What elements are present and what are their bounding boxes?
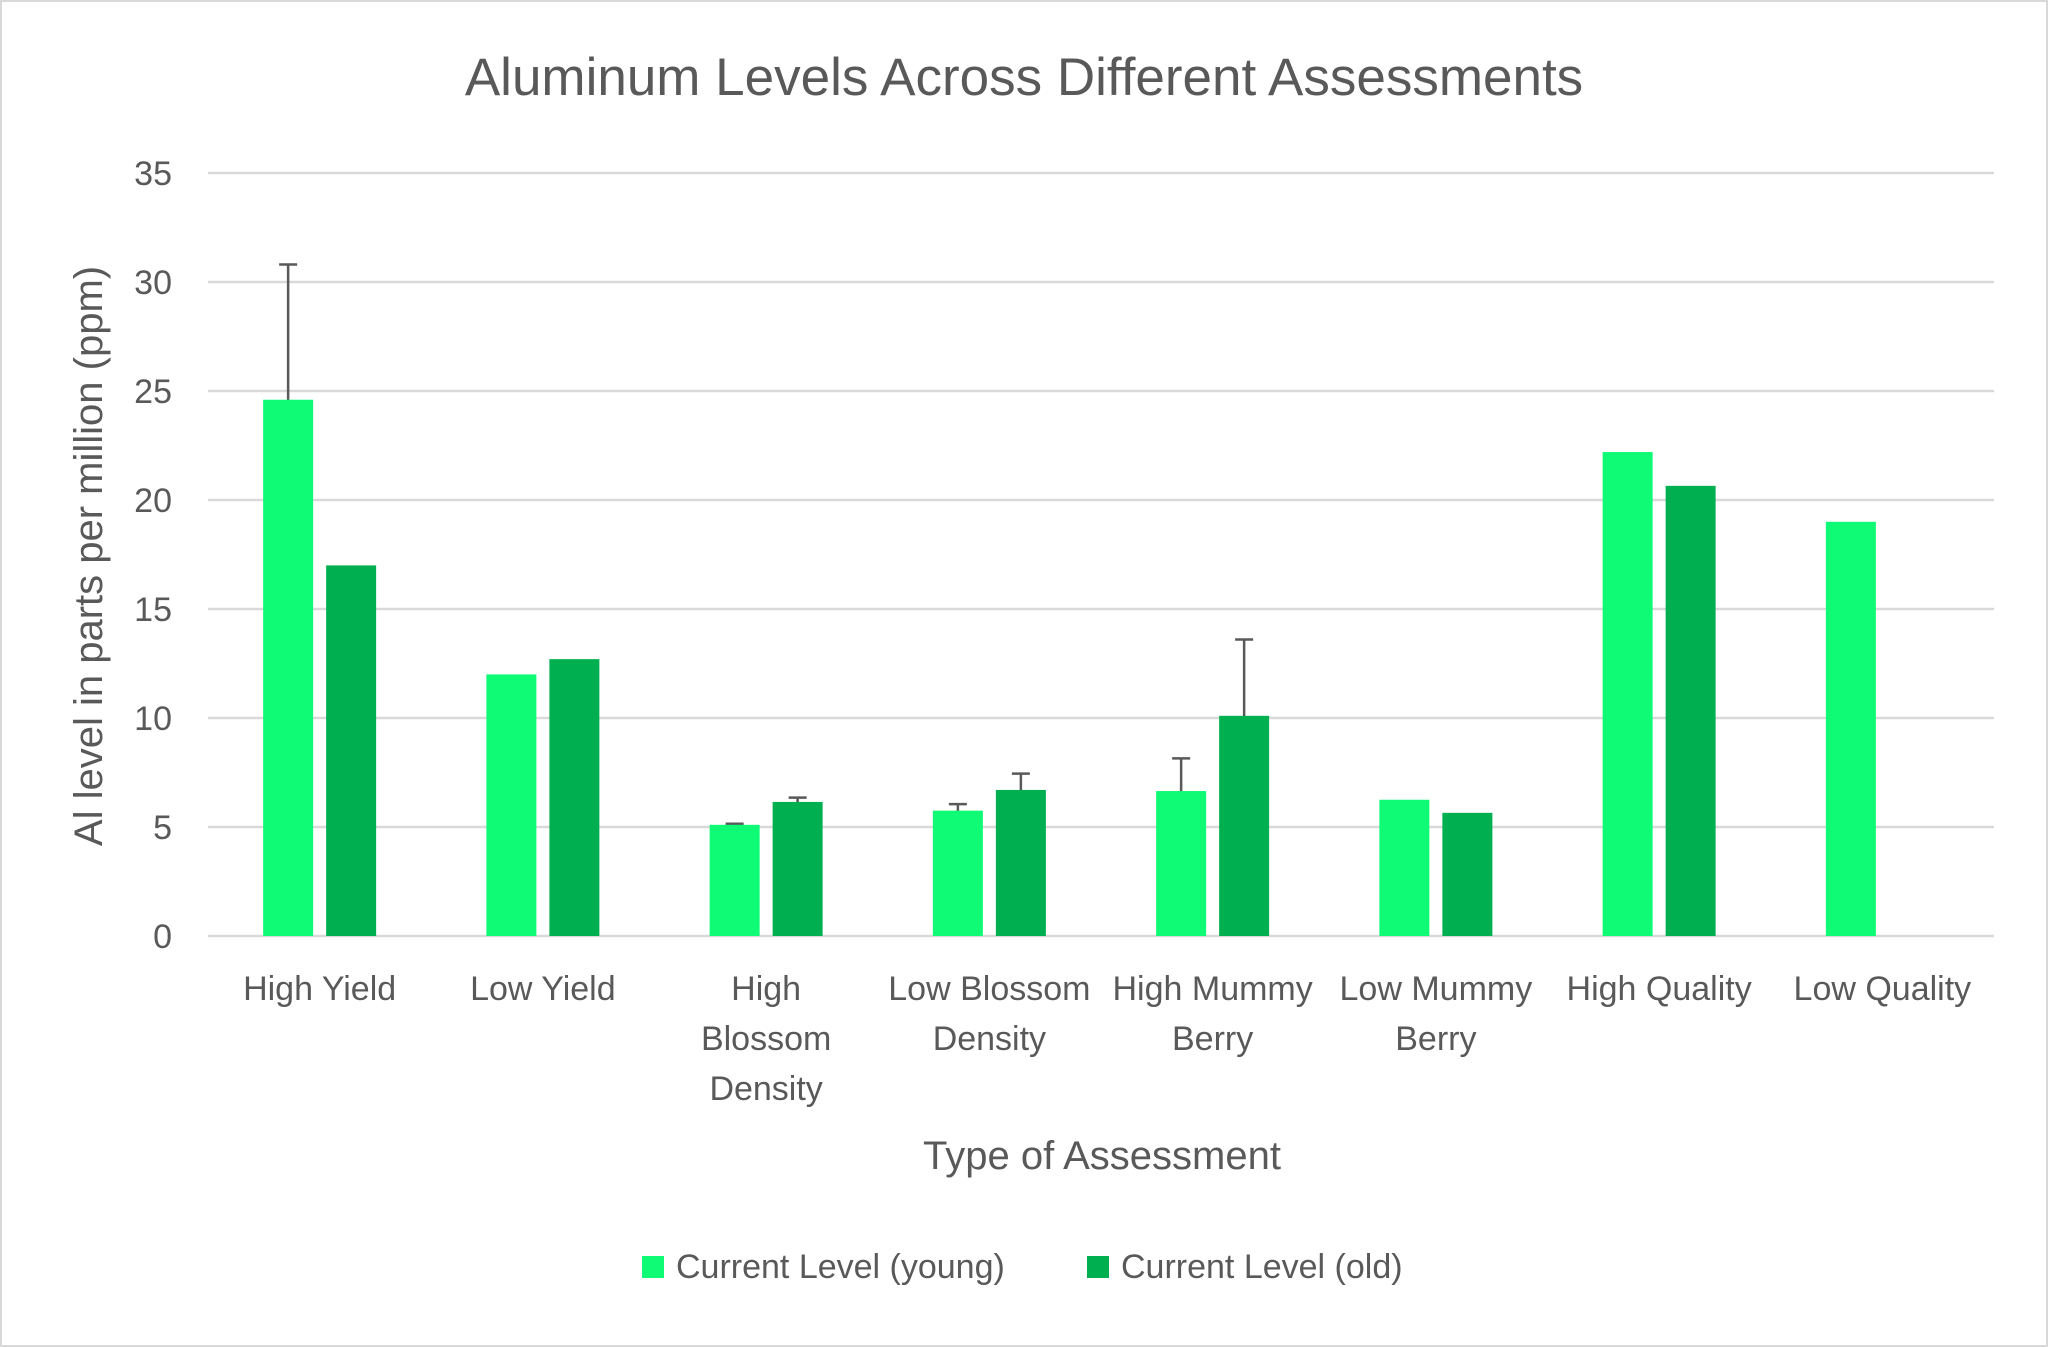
y-tick-label: 5 bbox=[153, 809, 172, 847]
x-tick-label: Low Mummy Berry bbox=[1340, 970, 1533, 1058]
y-axis-label: Al level in parts per million (ppm) bbox=[67, 266, 111, 846]
bar-young-1 bbox=[486, 674, 537, 936]
x-tick-label: Low Yield bbox=[470, 970, 616, 1008]
legend: Current Level (young) Current Level (old) bbox=[642, 1248, 1403, 1286]
y-tick-label: 30 bbox=[134, 264, 172, 302]
legend-item-young: Current Level (young) bbox=[642, 1248, 1005, 1286]
x-tick-label: High Blossom Density bbox=[701, 970, 831, 1108]
bar-old-4 bbox=[1219, 715, 1270, 936]
bar-old-5 bbox=[1442, 812, 1493, 936]
legend-label: Current Level (old) bbox=[1121, 1248, 1403, 1286]
bar-young-0 bbox=[263, 399, 314, 937]
chart-title: Aluminum Levels Across Different Assessm… bbox=[465, 48, 1583, 107]
error-bars bbox=[279, 263, 1254, 828]
bar-old-0 bbox=[326, 565, 377, 936]
x-axis-label: Type of Assessment bbox=[923, 1134, 1281, 1178]
legend-label: Current Level (young) bbox=[676, 1248, 1005, 1286]
bar-old-2 bbox=[772, 801, 823, 936]
y-tick-label: 35 bbox=[134, 155, 172, 193]
bars bbox=[263, 399, 1876, 937]
x-tick-label: High Mummy Berry bbox=[1113, 970, 1313, 1058]
x-tick-label: Low Quality bbox=[1794, 970, 1972, 1008]
y-tick-labels: 0 5 10 15 20 25 30 35 bbox=[134, 155, 172, 956]
y-tick-label: 25 bbox=[134, 373, 172, 411]
bar-young-6 bbox=[1602, 452, 1653, 936]
bar-old-6 bbox=[1665, 485, 1716, 936]
legend-swatch bbox=[642, 1256, 664, 1278]
x-tick-label: Low Blossom Density bbox=[888, 970, 1090, 1058]
gridlines bbox=[208, 171, 1994, 938]
bar-young-5 bbox=[1379, 799, 1430, 936]
legend-swatch bbox=[1087, 1256, 1109, 1278]
legend-item-old: Current Level (old) bbox=[1087, 1248, 1403, 1286]
x-tick-labels: High Yield Low Yield High Blossom Density Low… bbox=[243, 970, 1971, 1108]
bar-old-1 bbox=[549, 659, 600, 936]
bar-young-7 bbox=[1825, 521, 1876, 936]
bar-young-2 bbox=[709, 824, 760, 936]
y-tick-label: 15 bbox=[134, 591, 172, 629]
x-tick-label: High Quality bbox=[1567, 970, 1752, 1008]
bar-old-3 bbox=[995, 789, 1046, 936]
y-tick-label: 0 bbox=[153, 918, 172, 956]
x-tick-label: High Yield bbox=[243, 970, 396, 1008]
bar-young-3 bbox=[932, 810, 983, 936]
bar-young-4 bbox=[1156, 791, 1207, 936]
y-tick-label: 20 bbox=[134, 482, 172, 520]
y-tick-label: 10 bbox=[134, 700, 172, 738]
